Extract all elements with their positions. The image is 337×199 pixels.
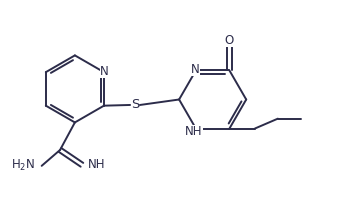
Text: NH: NH — [185, 125, 203, 138]
Text: H$_2$N: H$_2$N — [11, 158, 35, 173]
Text: O: O — [225, 34, 234, 47]
Text: S: S — [131, 99, 139, 111]
Text: N: N — [191, 62, 200, 76]
Text: NH: NH — [88, 158, 106, 171]
Text: N: N — [99, 65, 108, 78]
